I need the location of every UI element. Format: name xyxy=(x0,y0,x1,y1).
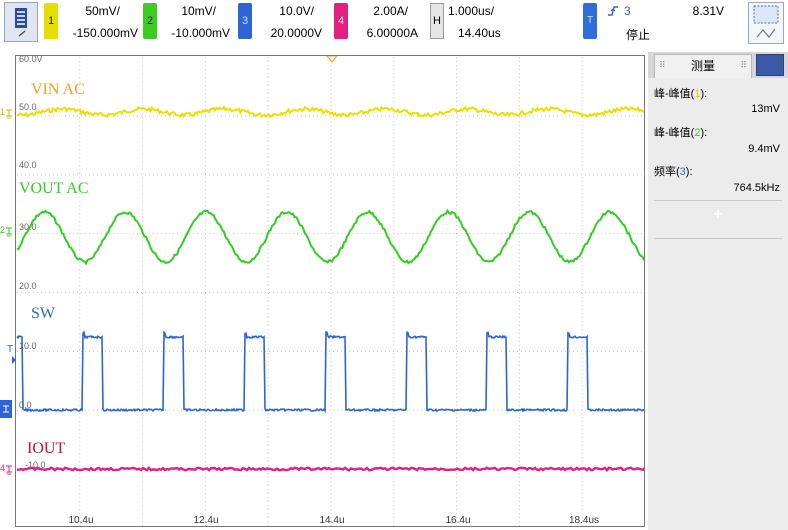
measurement-divider xyxy=(654,200,782,201)
y-label-neg10: -10.0 xyxy=(25,460,46,470)
svg-text:4: 4 xyxy=(0,463,5,473)
channel-2-scale: 10mV/ xyxy=(181,4,216,18)
trace-channel-2 xyxy=(16,208,644,266)
svg-text:T: T xyxy=(7,344,13,355)
channel-1-scale: 50mV/ xyxy=(85,4,120,18)
channel-1-button[interactable]: 1 xyxy=(44,3,58,39)
channel-marker-strip: 1 2 T 4 xyxy=(0,107,16,475)
y-label-20: 20.0 xyxy=(19,281,37,291)
drag-handle-icon[interactable]: ⠿ xyxy=(740,60,747,70)
measurement-2-value: 9.4mV xyxy=(748,143,780,155)
tab-measurement-icon[interactable] xyxy=(756,54,784,76)
x-label-3: 14.4u xyxy=(319,515,344,526)
channel-4-scale: 2.00A/ xyxy=(373,4,408,18)
tab-measurements[interactable]: ⠿ 测量 ⠿ xyxy=(654,54,752,78)
acquisition-status: 停止 xyxy=(626,28,651,42)
horizontal-position: 14.40us xyxy=(458,26,501,40)
horizontal-scale: 1.000us/ xyxy=(448,4,495,18)
measurement-3-label: 频率(3): xyxy=(654,166,693,178)
trace-label-vin-ac: VIN AC xyxy=(31,81,85,98)
trigger-settings-icon xyxy=(753,5,779,38)
menu-icon xyxy=(15,8,27,37)
svg-text:1: 1 xyxy=(0,107,5,117)
trigger-source: 3 xyxy=(624,4,631,18)
panel-tab-bar: ⠿ 测量 ⠿ xyxy=(648,52,788,78)
channel-4-ground-marker[interactable]: 4 xyxy=(0,463,12,475)
y-label-60: 60.0V xyxy=(19,56,43,64)
channel-2-button[interactable]: 2 xyxy=(143,3,157,39)
channel-3-button[interactable]: 3 xyxy=(238,3,252,39)
trigger-level: 8.31V xyxy=(692,4,724,18)
y-label-10: 10.0 xyxy=(19,341,37,351)
trigger-position-marker xyxy=(326,56,338,63)
y-label-40: 40.0 xyxy=(19,160,37,170)
trigger-level-marker[interactable]: T xyxy=(7,344,16,364)
rising-edge-icon xyxy=(608,6,618,16)
y-label-50: 50.0 xyxy=(19,102,37,112)
measurement-2-label: 峰-峰值(2): xyxy=(654,127,708,139)
channel-1-offset: -150.000mV xyxy=(72,26,138,40)
x-label-4: 16.4u xyxy=(445,515,470,526)
channel-3-scale: 10.0V/ xyxy=(279,4,314,18)
trace-channel-3 xyxy=(16,330,644,414)
waveform-display[interactable]: 60.0V 50.0 40.0 30.0 20.0 10.0 0.0 -10.0… xyxy=(15,55,645,527)
horizontal-button[interactable]: H xyxy=(430,3,444,39)
trace-channel-1 xyxy=(16,105,644,119)
svg-text:2: 2 xyxy=(0,225,5,235)
trace-label-iout: IOUT xyxy=(27,440,65,457)
channel-2-offset: -10.000mV xyxy=(171,26,230,40)
measurement-1-label: 峰-峰值(1): xyxy=(654,88,708,100)
measurement-divider xyxy=(654,238,782,239)
trace-label-vout-ac: VOUT AC xyxy=(19,180,89,197)
waveform-graph: 60.0V 50.0 40.0 30.0 20.0 10.0 0.0 -10.0… xyxy=(16,56,644,526)
measurement-1-value: 13mV xyxy=(751,103,780,115)
channel-4-button[interactable]: 4 xyxy=(334,3,348,39)
channel-3-offset: 20.0000V xyxy=(270,26,322,40)
y-label-30: 30.0 xyxy=(19,222,37,232)
trigger-button[interactable]: T xyxy=(583,3,597,39)
channel-3-ground-marker[interactable] xyxy=(0,400,12,418)
channel-2-ground-marker[interactable]: 2 xyxy=(0,225,12,237)
channel-1-ground-marker[interactable]: 1 xyxy=(0,107,12,119)
toolbar: 1 50mV/ -150.000mV 2 10mV/ -10.000mV 3 1… xyxy=(0,0,788,48)
channel-4-offset: 6.00000A xyxy=(366,26,418,40)
measurement-3-value: 764.5kHz xyxy=(733,182,780,194)
x-label-1: 10.4u xyxy=(68,515,93,526)
menu-button[interactable] xyxy=(4,2,38,42)
trigger-settings-button[interactable] xyxy=(748,2,784,44)
measurement-panel: ⠿ 测量 ⠿ 峰-峰值(1): 13mV 峰-峰值(2): 9.4mV 频率(3… xyxy=(648,52,788,530)
trace-label-sw: SW xyxy=(31,305,56,322)
trace-channel-4 xyxy=(17,465,644,473)
tab-measurements-label: 测量 xyxy=(690,59,715,73)
x-label-5: 18.4us xyxy=(569,515,599,526)
add-measurement-button[interactable]: + xyxy=(713,206,723,223)
x-label-2: 12.4u xyxy=(193,515,218,526)
drag-handle-icon[interactable]: ⠿ xyxy=(659,60,666,70)
y-label-0: 0.0 xyxy=(19,400,32,410)
